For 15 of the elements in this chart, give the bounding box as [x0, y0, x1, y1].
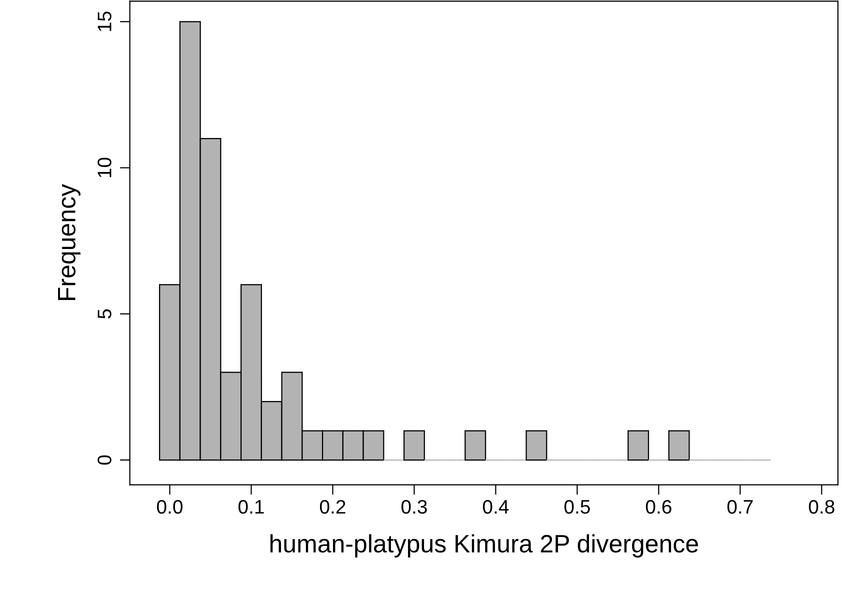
- x-tick-label: 0.7: [727, 500, 753, 514]
- y-tick-label: 15: [98, 12, 112, 31]
- x-tick-label: 0.4: [482, 500, 509, 514]
- y-tick-label: 0: [98, 455, 112, 465]
- x-tick-label: 0.3: [401, 500, 427, 514]
- y-tick-label: 10: [98, 158, 112, 178]
- x-tick-label: 0.5: [564, 500, 590, 514]
- y-axis-title: Frequency: [58, 184, 80, 300]
- x-tick-label: 0.0: [156, 500, 183, 514]
- x-tick-label: 0.8: [808, 500, 834, 514]
- x-tick-label: 0.2: [320, 500, 346, 514]
- x-tick-label: 0.6: [646, 500, 672, 514]
- x-tick-label: 0.1: [238, 500, 264, 514]
- x-axis-title: human-platypus Kimura 2P divergence: [270, 534, 698, 558]
- y-tick-label: 5: [98, 309, 112, 319]
